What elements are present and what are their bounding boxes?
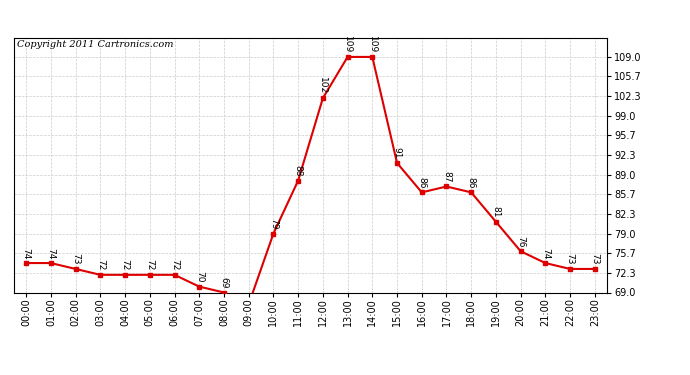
- Text: 86: 86: [466, 177, 475, 188]
- Text: 81: 81: [491, 206, 500, 218]
- Text: THSW Index per Hour (°F)  (Last 24 Hours) 20110807: THSW Index per Hour (°F) (Last 24 Hours)…: [117, 9, 573, 24]
- Text: 109: 109: [343, 36, 352, 53]
- Text: 86: 86: [417, 177, 426, 188]
- Text: 72: 72: [96, 259, 105, 271]
- Text: 74: 74: [541, 248, 550, 259]
- Text: 72: 72: [121, 259, 130, 271]
- Text: 79: 79: [269, 218, 278, 229]
- Text: 73: 73: [591, 253, 600, 265]
- Text: 72: 72: [146, 259, 155, 271]
- Text: 102: 102: [318, 77, 327, 94]
- Text: 74: 74: [46, 248, 55, 259]
- Text: 73: 73: [566, 253, 575, 265]
- Text: 70: 70: [195, 271, 204, 282]
- Text: 109: 109: [368, 36, 377, 53]
- Text: 73: 73: [71, 253, 80, 265]
- Text: 88: 88: [294, 165, 303, 177]
- Text: 74: 74: [21, 248, 30, 259]
- Text: 91: 91: [393, 147, 402, 159]
- Text: 76: 76: [516, 236, 525, 247]
- Text: Copyright 2011 Cartronics.com: Copyright 2011 Cartronics.com: [17, 40, 173, 49]
- Text: 67: 67: [0, 374, 1, 375]
- Text: 87: 87: [442, 171, 451, 182]
- Text: 69: 69: [219, 277, 228, 288]
- Text: 72: 72: [170, 259, 179, 271]
